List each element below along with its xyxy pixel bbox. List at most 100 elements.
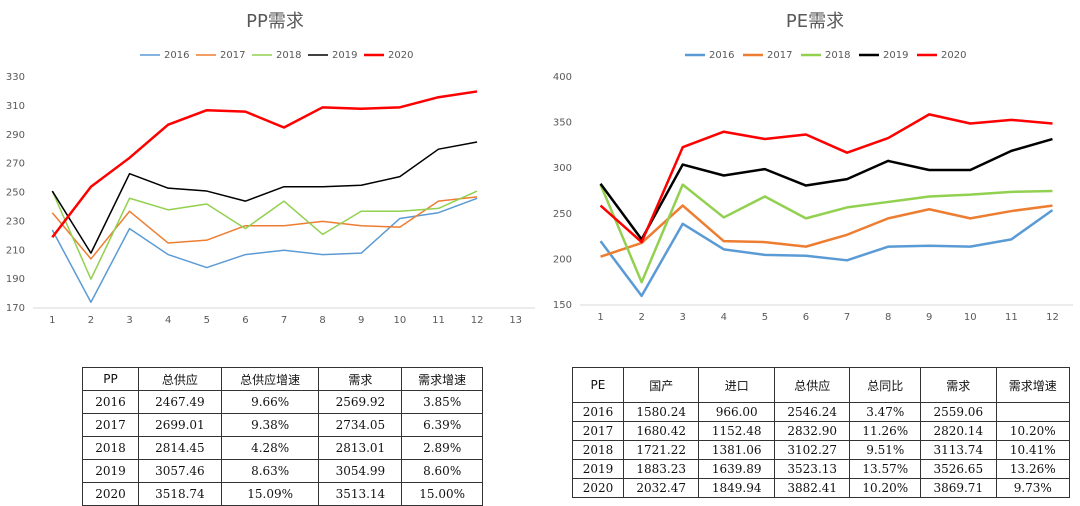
x-tick-label: 7: [844, 312, 850, 323]
data-table: PP 总供应 总供应增速 需求 需求增速 2016 2467.49 9.66% 2569.92 3…: [82, 367, 483, 506]
header-cell: 需求: [920, 367, 997, 403]
x-tick-label: 1: [597, 312, 603, 323]
table-cell: 3054.99: [318, 459, 403, 483]
table-cell: 1580.24: [622, 402, 700, 422]
header-cell: PP: [82, 367, 139, 391]
y-tick-label: 290: [6, 130, 25, 141]
y-tick-label: 190: [6, 274, 25, 285]
x-tick-label: 2: [638, 312, 644, 323]
table-row: 2017 2699.01 9.38% 2734.05 6.39%: [82, 413, 483, 437]
x-tick-label: 4: [165, 315, 171, 326]
table-cell: 10.20%: [995, 421, 1071, 441]
series-line: [51, 141, 478, 254]
table-cell: 2569.92: [318, 390, 403, 414]
x-tick-label: 8: [885, 312, 891, 323]
table-cell: 15.00%: [401, 482, 483, 506]
table-cell: 10.41%: [995, 440, 1071, 460]
table-cell: 2467.49: [137, 390, 222, 414]
table-cell: 3.47%: [849, 402, 922, 422]
table-cell: 8.63%: [220, 459, 320, 483]
header-cell: 进口: [698, 367, 775, 403]
table-cell: 8.60%: [401, 459, 483, 483]
table-cell: 2020: [572, 478, 624, 498]
table-cell: 9.66%: [220, 390, 320, 414]
header-cell: 需求增速: [995, 367, 1071, 403]
y-tick-label: 400: [553, 72, 572, 83]
x-tick-label: 12: [1046, 312, 1059, 323]
legend-label: 2016: [709, 50, 734, 61]
table-cell: 2546.24: [773, 402, 851, 422]
table-cell: 2814.45: [137, 436, 222, 460]
table-cell: 2016: [82, 390, 139, 414]
y-tick-label: 150: [553, 300, 572, 311]
header-row: PE 国产 进口 总供应 总同比 需求 需求增速: [572, 367, 1071, 403]
table-row: 2020 3518.74 15.09% 3513.14 15.00%: [82, 482, 483, 506]
table-cell: 3113.74: [920, 440, 997, 460]
table-cell: 13.57%: [849, 459, 922, 479]
legend-label: 2018: [825, 50, 850, 61]
series-line: [599, 113, 1053, 244]
y-tick-label: 330: [6, 72, 25, 83]
x-tick-label: 8: [319, 315, 325, 326]
table-cell: 1381.06: [698, 440, 775, 460]
x-tick-label: 10: [964, 312, 977, 323]
table-cell: 2018: [572, 440, 624, 460]
x-tick-label: 3: [126, 315, 132, 326]
table-cell: 3057.46: [137, 459, 222, 483]
table-cell: 2699.01: [137, 413, 222, 437]
table-cell: 9.51%: [849, 440, 922, 460]
y-tick-label: 250: [553, 209, 572, 220]
data-table: PE 国产 进口 总供应 总同比 需求 需求增速 2016 1580.24 966.00 2546.…: [572, 367, 1071, 498]
series-line: [51, 190, 478, 280]
x-tick-label: 1: [49, 315, 55, 326]
page: {"chart_data": [ {"type": "line", "title…: [5, 11, 1073, 506]
table-cell: 3.85%: [401, 390, 483, 414]
table-cell: 2017: [82, 413, 139, 437]
header-cell: 需求增速: [401, 367, 483, 391]
table-cell: 4.28%: [220, 436, 320, 460]
table-cell: 2018: [82, 436, 139, 460]
table-cell: 1680.42: [622, 421, 700, 441]
table-cell: 3526.65: [920, 459, 997, 479]
series-line: [599, 137, 1053, 241]
table-cell: 1639.89: [698, 459, 775, 479]
y-tick-label: 210: [6, 245, 25, 256]
legend-label: 2017: [767, 50, 792, 61]
y-tick-label: 310: [6, 101, 25, 112]
table-cell: 966.00: [698, 402, 775, 422]
table-cell: 1721.22: [622, 440, 700, 460]
table-cell: 9.73%: [995, 478, 1071, 498]
table-cell: 2813.01: [318, 436, 403, 460]
x-tick-label: 9: [358, 315, 364, 326]
y-tick-label: 170: [6, 303, 25, 314]
x-tick-label: 6: [803, 312, 809, 323]
table-cell: 2734.05: [318, 413, 403, 437]
legend-label: 2020: [388, 50, 413, 61]
table-cell: 2.89%: [401, 436, 483, 460]
header-cell: 总同比: [849, 367, 922, 403]
table-cell: 3523.13: [773, 459, 851, 479]
x-tick-label: 5: [762, 312, 768, 323]
table-cell: 3518.74: [137, 482, 222, 506]
table-cell: 11.26%: [849, 421, 922, 441]
legend-label: 2017: [220, 50, 245, 61]
table-cell: 3102.27: [773, 440, 851, 460]
chart-title: PP需求: [246, 11, 304, 32]
table-row: 2016 2467.49 9.66% 2569.92 3.85%: [82, 390, 483, 414]
table-row: 2016 1580.24 966.00 2546.24 3.47% 2559.06: [572, 402, 1071, 422]
y-tick-label: 350: [553, 118, 572, 129]
table-row: 2019 1883.23 1639.89 3523.13 13.57% 3526.65 13…: [572, 459, 1071, 479]
table-cell: 2019: [82, 459, 139, 483]
y-tick-label: 230: [6, 216, 25, 227]
x-tick-label: 4: [721, 312, 727, 323]
legend-label: 2016: [164, 50, 189, 61]
x-tick-label: 3: [680, 312, 686, 323]
legend-label: 2019: [332, 50, 357, 61]
table-cell: 2832.90: [773, 421, 851, 441]
table-row: 2018 2814.45 4.28% 2813.01 2.89%: [82, 436, 483, 460]
table-cell: 2019: [572, 459, 624, 479]
legend-label: 2018: [276, 50, 301, 61]
legend-label: 2020: [941, 50, 966, 61]
table-cell: 2017: [572, 421, 624, 441]
header-row: PP 总供应 总供应增速 需求 需求增速: [82, 367, 483, 391]
